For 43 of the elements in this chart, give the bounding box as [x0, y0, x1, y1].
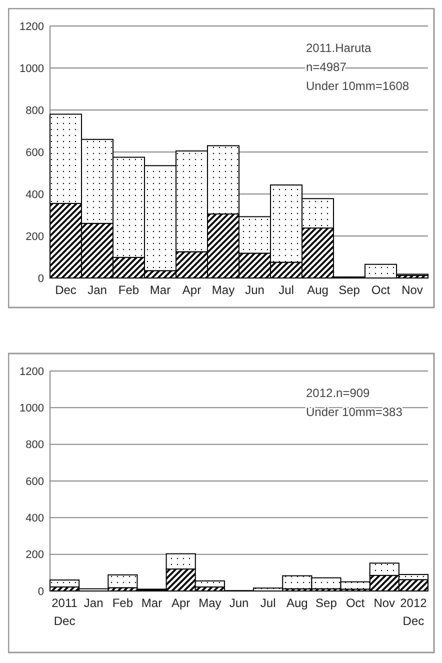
y-tick-label: 600	[26, 146, 44, 159]
x-tick-label: Feb	[112, 596, 134, 610]
x-tick-label: 2012 Dec	[400, 596, 428, 628]
x-tick-label: Aug	[286, 596, 308, 610]
x-tick-label: Feb	[118, 283, 140, 297]
x-tick-label: Apr	[172, 596, 190, 610]
y-tick-label: 1000	[20, 62, 44, 75]
x-tick-label: 2011 Dec	[52, 596, 78, 628]
y-tick-label: 400	[26, 512, 44, 525]
x-tick-label: Jul	[260, 596, 276, 610]
x-tick-label: Aug	[307, 283, 328, 297]
x-tick-label: Dec	[55, 283, 76, 297]
x-tick-label: Sep	[338, 283, 360, 297]
x-tick-label: May	[198, 596, 222, 610]
annotation: 2012.n=909	[306, 386, 370, 400]
x-tick-label: Jun	[229, 596, 249, 610]
x-tick-label: Jul	[278, 283, 294, 297]
x-tick-label: Oct	[346, 596, 366, 610]
y-tick-label: 800	[26, 104, 44, 117]
y-tick-label: 800	[26, 439, 44, 452]
x-tick-label: Jan	[88, 283, 107, 297]
y-tick-label: 600	[26, 476, 44, 488]
y-tick-label: 1200	[20, 366, 44, 378]
y-tick-label: 400	[26, 188, 44, 201]
y-tick-label: 200	[26, 549, 44, 562]
y-tick-label: 0	[38, 272, 44, 285]
y-tick-label: 1000	[20, 402, 44, 415]
x-tick-label: Jan	[84, 596, 104, 610]
annotation: 2011.Haruta	[306, 41, 372, 55]
x-tick-label: Oct	[371, 283, 391, 297]
x-tick-label: Apr	[182, 283, 202, 297]
x-tick-label: Mar	[150, 283, 171, 297]
x-tick-label: Nov	[374, 596, 396, 610]
x-tick-label: Sep	[316, 596, 338, 610]
x-tick-label: Nov	[402, 283, 423, 297]
annotation: Under 10mm=383	[306, 405, 403, 419]
x-tick-label: Mar	[141, 596, 162, 610]
x-tick-label: Jun	[245, 283, 264, 297]
y-tick-label: 200	[26, 230, 44, 243]
x-tick-label: May	[212, 283, 235, 297]
y-tick-label: 0	[38, 586, 44, 598]
annotation: Under 10mm=1608	[306, 79, 410, 93]
y-tick-label: 1200	[20, 20, 44, 33]
